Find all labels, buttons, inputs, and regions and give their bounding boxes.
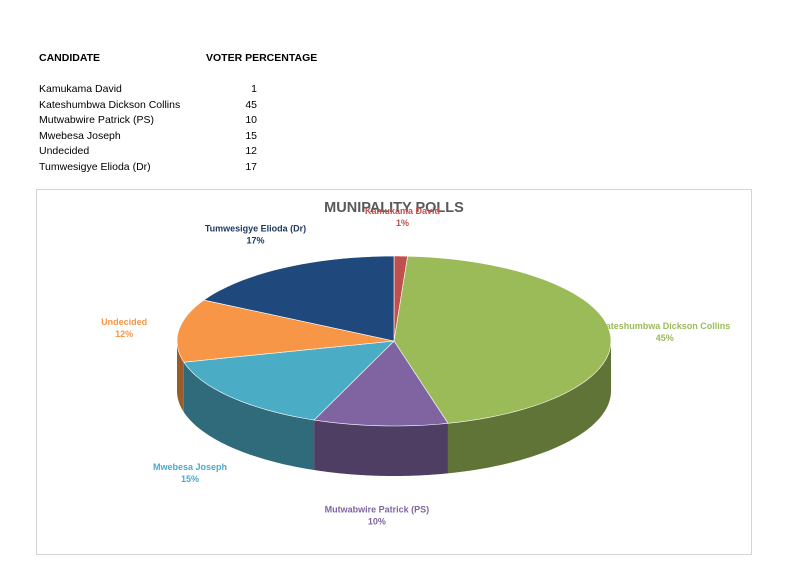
data-label-percent: 10% xyxy=(368,517,386,527)
table-row: Kateshumbwa Dickson Collins 45 xyxy=(39,99,299,115)
pie-chart: Kamukama David 1% Kateshumbwa Dickson Coll… xyxy=(101,206,730,527)
pie-side-undecided xyxy=(177,341,184,413)
table-row: Mwebesa Joseph 15 xyxy=(39,130,299,146)
chart-title: MUNIPALITY POLLS xyxy=(324,200,464,216)
data-label-percent: 12% xyxy=(115,329,133,339)
table-row: Mutwabwire Patrick (PS) 10 xyxy=(39,114,299,130)
header-candidate: CANDIDATE xyxy=(39,52,101,64)
candidate-value: 17 xyxy=(245,160,257,173)
pie-side-mwebesa-joseph xyxy=(183,362,315,471)
data-label-name: Tumwesigye Elioda (Dr) xyxy=(205,224,306,234)
candidate-value: 45 xyxy=(245,98,257,111)
table-row: Undecided 12 xyxy=(39,145,299,161)
data-label-name: Undecided xyxy=(101,317,147,327)
candidate-name: Kateshumbwa Dickson Collins xyxy=(39,98,181,111)
data-label-name: Mwebesa Joseph xyxy=(153,462,227,472)
data-label-name: Kamukama David xyxy=(365,206,440,216)
table-row: Tumwesigye Elioda (Dr) 17 xyxy=(39,161,299,177)
data-label-percent: 1% xyxy=(396,218,409,228)
data-label-percent: 15% xyxy=(181,474,199,484)
table-rows: Kamukama David 1 Kateshumbwa Dickson Col… xyxy=(39,83,299,177)
candidate-value: 12 xyxy=(245,145,257,158)
pie-slice-undecided[interactable] xyxy=(176,299,395,363)
pie-slice-mutwabwire-patrick-ps-[interactable] xyxy=(313,340,449,427)
candidate-name: Undecided xyxy=(39,145,90,158)
candidate-value: 1 xyxy=(251,83,257,95)
pie-slice-tumwesigye-elioda-dr-[interactable] xyxy=(203,255,395,342)
candidate-name: Kamukama David xyxy=(39,83,122,95)
candidate-name: Tumwesigye Elioda (Dr) xyxy=(39,160,151,173)
data-label-percent: 17% xyxy=(246,236,264,246)
candidate-name: Mutwabwire Patrick (PS) xyxy=(39,114,154,127)
pie-slice-mwebesa-joseph[interactable] xyxy=(183,340,395,421)
pie-side-kateshumbwa-dickson-collins xyxy=(447,341,611,474)
data-label-percent: 45% xyxy=(656,333,674,343)
header-voter-percentage: VOTER PERCENTAGE xyxy=(206,52,318,64)
data-label-name: Kateshumbwa Dickson Collins xyxy=(599,321,730,331)
pie-side-mutwabwire-patrick-ps- xyxy=(314,420,448,476)
candidate-name: Mwebesa Joseph xyxy=(39,129,121,142)
pie-slice-kateshumbwa-dickson-collins[interactable] xyxy=(393,255,612,424)
candidate-value: 10 xyxy=(245,114,257,127)
candidate-value: 15 xyxy=(245,129,257,142)
table-row: Kamukama David 1 xyxy=(39,83,299,99)
data-label-name: Mutwabwire Patrick (PS) xyxy=(325,505,430,515)
pie-chart-area[interactable]: MUNIPALITY POLLS Kamukama David 1% Kateshu… xyxy=(36,189,752,555)
